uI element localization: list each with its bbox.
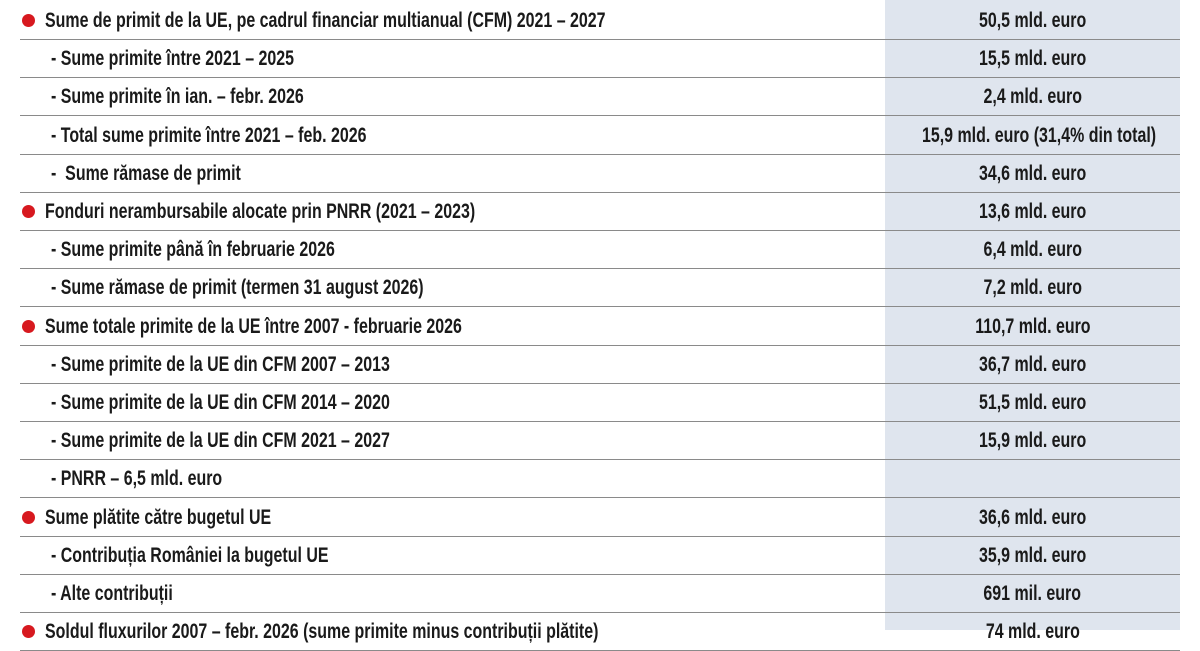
row-value-text: 7,2 mld. euro [983, 276, 1082, 300]
row-value: 2,4 mld. euro [885, 78, 1180, 115]
row-value-text: 51,5 mld. euro [978, 391, 1087, 414]
row-value-text: 110,7 mld. euro [974, 314, 1091, 338]
row-label: - Alte contribuții [51, 582, 173, 605]
row-value-text: 691 mil. euro [983, 582, 1082, 605]
row-label: Sume de primit de la UE, pe cadrul finan… [45, 9, 606, 32]
row-value: 15,9 mld. euro (31,4% din total) [885, 117, 1180, 154]
row-label: - Sume primite în ian. – febr. 2026 [51, 85, 304, 109]
row-value: 36,6 mld. euro [885, 499, 1180, 536]
section-row: Fonduri nerambursabile alocate prin PNRR… [20, 193, 1180, 231]
section-row: Sume de primit de la UE, pe cadrul finan… [20, 2, 1180, 40]
bullet [22, 14, 35, 27]
row-label: - Contribuția României la bugetul UE [51, 543, 329, 567]
item-row: - Contribuția României la bugetul UE 35,9… [20, 537, 1180, 575]
row-label: - Sume primite de la UE din CFM 2007 – 2… [51, 352, 390, 376]
row-value: 7,2 mld. euro [885, 269, 1180, 306]
page: Sume de primit de la UE, pe cadrul finan… [20, 0, 1180, 651]
row-label: - Sume primite până în februarie 2026 [51, 238, 335, 262]
row-value: 15,5 mld. euro [885, 40, 1180, 77]
row-label: Sume totale primite de la UE între 2007 … [45, 314, 462, 338]
section-row: Sume totale primite de la UE între 2007 … [20, 308, 1180, 346]
item-row: - Total sume primite între 2021 – feb. 2… [20, 117, 1180, 155]
bullet [22, 319, 35, 333]
item-row: - Sume primite de la UE din CFM 2021 – 2… [20, 422, 1180, 461]
row-label: - PNRR – 6,5 mld. euro [51, 467, 223, 491]
row-label: - Sume primite între 2021 – 2025 [51, 47, 295, 71]
row-value: 51,5 mld. euro [885, 384, 1180, 421]
item-row: - Alte contribuții 691 mil. euro [20, 575, 1180, 613]
item-row: - Sume primite de la UE din CFM 2014 – 2… [20, 384, 1180, 422]
row-value-text: 13,6 mld. euro [978, 200, 1087, 223]
row-value: 74 mld. euro [885, 613, 1180, 650]
row-value-text: 15,9 mld. euro [978, 429, 1087, 453]
item-row: - Sume rămase de primit (termen 31 augus… [20, 269, 1180, 308]
bullet [22, 510, 35, 524]
row-value: 34,6 mld. euro [885, 155, 1180, 192]
row-value-text: 2,4 mld. euro [983, 85, 1082, 109]
row-value-text: 15,9 mld. euro (31,4% din total) [921, 123, 1157, 147]
row-label: Fonduri nerambursabile alocate prin PNRR… [45, 200, 476, 223]
row-value-text: 36,7 mld. euro [978, 352, 1087, 376]
row-value-text: 34,6 mld. euro [978, 161, 1087, 185]
row-value: 35,9 mld. euro [885, 537, 1180, 574]
row-value: 691 mil. euro [885, 575, 1180, 612]
row-value-text: 36,6 mld. euro [978, 505, 1087, 529]
row-label: Soldul fluxurilor 2007 – febr. 2026 (sum… [45, 620, 599, 644]
section-row: Soldul fluxurilor 2007 – febr. 2026 (sum… [20, 613, 1180, 651]
row-value-text: 35,9 mld. euro [978, 543, 1087, 567]
item-row: - Sume rămase de primit 34,6 mld. euro [20, 155, 1180, 193]
item-row: - PNRR – 6,5 mld. euro [20, 460, 1180, 499]
row-value: 15,9 mld. euro [885, 422, 1180, 459]
value-column [885, 0, 1180, 630]
item-row: - Sume primite între 2021 – 2025 15,5 mld… [20, 40, 1180, 79]
row-value-text: 50,5 mld. euro [978, 9, 1087, 32]
row-value-text: 74 mld. euro [985, 620, 1080, 644]
row-label: Sume plătite către bugetul UE [45, 505, 272, 529]
row-value: 50,5 mld. euro [885, 2, 1180, 39]
row-value-text: 6,4 mld. euro [983, 238, 1082, 262]
row-value: 36,7 mld. euro [885, 346, 1180, 383]
row-label: - Sume primite de la UE din CFM 2021 – 2… [51, 429, 390, 453]
row-label: - Sume primite de la UE din CFM 2014 – 2… [51, 391, 390, 414]
item-row: - Sume primite de la UE din CFM 2007 – 2… [20, 346, 1180, 384]
row-value: 110,7 mld. euro [885, 308, 1180, 345]
item-row: - Sume primite până în februarie 2026 6,4… [20, 231, 1180, 270]
item-row: - Sume primite în ian. – febr. 2026 2,4 m… [20, 78, 1180, 117]
row-label: - Sume rămase de primit [51, 161, 241, 185]
row-value: 6,4 mld. euro [885, 231, 1180, 268]
row-label: - Total sume primite între 2021 – feb. 2… [51, 123, 367, 147]
row-value-text: 15,5 mld. euro [978, 47, 1087, 71]
bullet [22, 625, 35, 639]
row-label: - Sume rămase de primit (termen 31 augus… [51, 276, 424, 300]
row-value: 13,6 mld. euro [885, 193, 1180, 230]
bullet [22, 205, 35, 218]
section-row: Sume plătite către bugetul UE 36,6 mld. e… [20, 499, 1180, 537]
